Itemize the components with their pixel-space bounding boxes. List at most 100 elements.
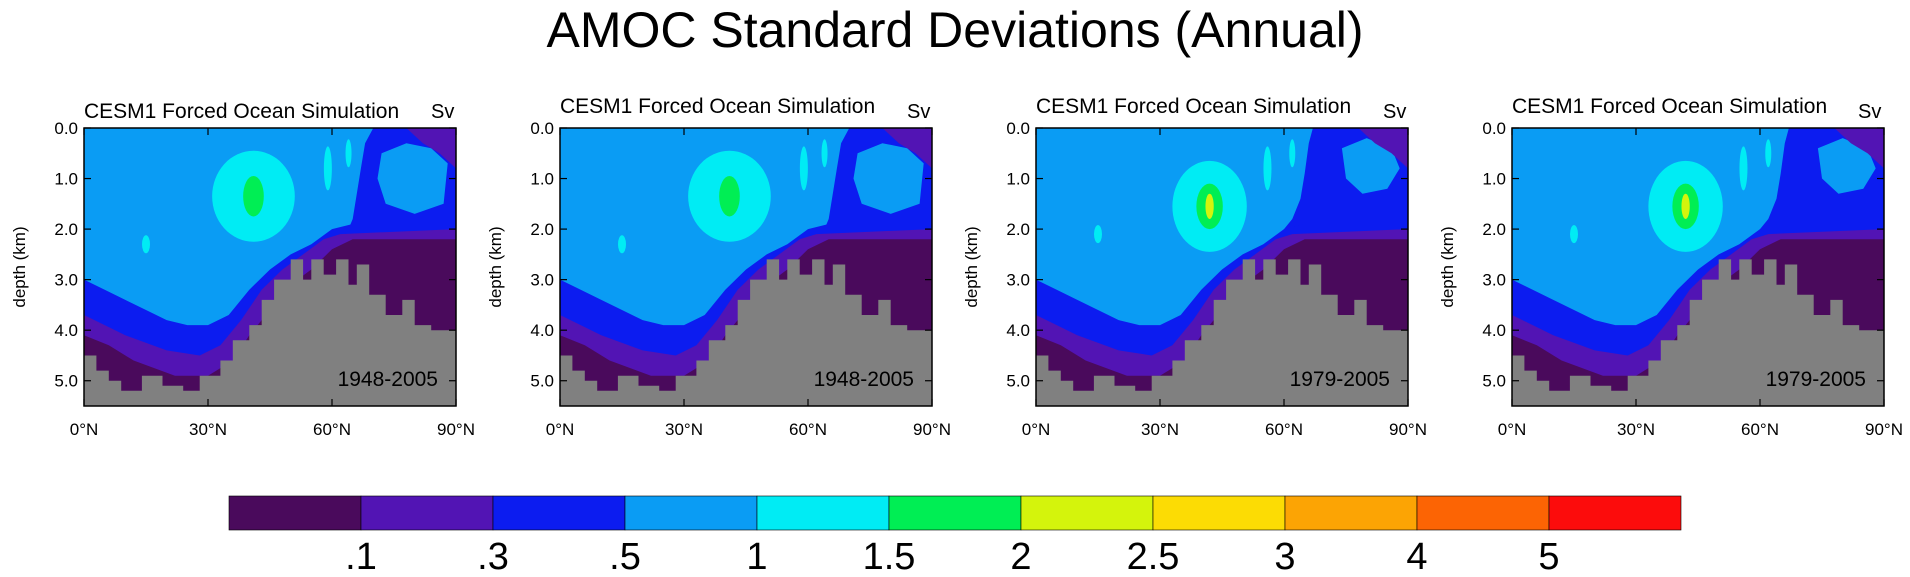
plot-frame xyxy=(83,127,457,407)
colorbar-swatch xyxy=(360,495,494,531)
panel-1-title: CESM1 Forced Ocean Simulation xyxy=(84,100,400,123)
colorbar-label: 4 xyxy=(1406,536,1427,577)
colorbar-label: 2.5 xyxy=(1127,536,1180,577)
std-contour-2 xyxy=(243,176,264,217)
panel-2-unit: Sv xyxy=(907,101,931,123)
y-tick-label: 2.0 xyxy=(530,220,554,239)
std-patch-north xyxy=(853,143,924,214)
std-contour-2 xyxy=(719,176,740,217)
std-contour-2-5 xyxy=(1681,193,1690,219)
std-band-surface-north xyxy=(882,128,932,169)
std-contour-2-5 xyxy=(1205,193,1214,219)
x-tick-label: 30°N xyxy=(1141,420,1179,439)
y-tick-label: 5.0 xyxy=(54,372,78,391)
x-tick-label: 60°N xyxy=(789,420,827,439)
y-tick-label: 4.0 xyxy=(54,321,78,340)
std-lobe-west xyxy=(1094,225,1102,244)
panel-4: 0.0 1.0 2.0 3.0 4.0 5.0 0°N 30°N 60°N 90°N depth (… xyxy=(1438,119,1903,439)
std-lobe-east-2 xyxy=(821,139,828,168)
y-tick-label: 2.0 xyxy=(54,220,78,239)
y-tick-label: 4.0 xyxy=(530,321,554,340)
y-tick-label: 5.0 xyxy=(530,372,554,391)
y-tick-label: 0.0 xyxy=(1006,119,1030,138)
x-tick-label: 90°N xyxy=(913,420,951,439)
plot-frame xyxy=(1511,127,1885,407)
colorbar-label: 1.5 xyxy=(863,536,916,577)
colorbar-swatch xyxy=(624,495,758,531)
bathymetry-land xyxy=(1036,259,1408,406)
std-core xyxy=(1648,160,1723,252)
std-lobe-east xyxy=(799,146,808,191)
plot-frame xyxy=(559,127,933,407)
y-tick-label: 0.0 xyxy=(1482,119,1506,138)
y-tick-label: 0.0 xyxy=(54,119,78,138)
colorbar-swatch xyxy=(1152,495,1286,531)
std-band-surface-north xyxy=(406,128,456,169)
panel-3-title: CESM1 Forced Ocean Simulation xyxy=(1036,95,1352,118)
y-tick-label: 5.0 xyxy=(1006,372,1030,391)
period-label: 1979-2005 xyxy=(1766,368,1866,391)
y-tick-label: 0.0 xyxy=(530,119,554,138)
period-label: 1979-2005 xyxy=(1290,368,1390,391)
y-tick-label: 1.0 xyxy=(1482,170,1506,189)
std-patch-north xyxy=(1817,138,1876,194)
figure-title: AMOC Standard Deviations (Annual) xyxy=(546,2,1364,58)
std-core xyxy=(212,150,295,242)
colorbar: .1 .3 .5 1 1.5 2 2.5 3 4 5 xyxy=(228,495,1682,577)
colorbar-label: 1 xyxy=(746,536,767,577)
y-tick-label: 3.0 xyxy=(530,271,554,290)
std-lobe-west xyxy=(618,235,626,254)
std-band-surface-north xyxy=(1358,128,1408,169)
std-lobe-west xyxy=(1570,225,1578,244)
x-tick-label: 30°N xyxy=(189,420,227,439)
y-tick-label: 1.0 xyxy=(54,170,78,189)
colorbar-swatch xyxy=(1020,495,1154,531)
y-tick-label: 3.0 xyxy=(1006,271,1030,290)
bathymetry-land xyxy=(1512,259,1884,406)
std-lobe-east xyxy=(1739,146,1748,191)
colorbar-label: 2 xyxy=(1010,536,1031,577)
colorbar-swatch xyxy=(228,495,362,531)
colorbar-swatch xyxy=(756,495,890,531)
colorbar-swatch xyxy=(1548,495,1682,531)
y-tick-label: 4.0 xyxy=(1482,321,1506,340)
y-axis-label: depth (km) xyxy=(962,226,981,307)
x-tick-label: 0°N xyxy=(1498,420,1527,439)
colorbar-swatch xyxy=(492,495,626,531)
std-core xyxy=(688,150,771,242)
std-lobe-east xyxy=(1263,146,1272,191)
panel-3: 0.0 1.0 2.0 3.0 4.0 5.0 0°N 30°N 60°N 90°N depth (… xyxy=(962,119,1427,439)
x-tick-label: 60°N xyxy=(313,420,351,439)
y-tick-label: 1.0 xyxy=(1006,170,1030,189)
bathymetry-land xyxy=(84,259,456,406)
y-axis-label: depth (km) xyxy=(486,226,505,307)
y-tick-label: 2.0 xyxy=(1006,220,1030,239)
period-label: 1948-2005 xyxy=(338,368,438,391)
std-core xyxy=(1172,160,1247,252)
panel-2-title: CESM1 Forced Ocean Simulation xyxy=(560,95,876,118)
std-lobe-east-2 xyxy=(345,139,352,168)
colorbar-swatch xyxy=(1416,495,1550,531)
y-tick-label: 4.0 xyxy=(1006,321,1030,340)
x-tick-label: 90°N xyxy=(437,420,475,439)
std-lobe-east xyxy=(323,146,332,191)
colorbar-label: .5 xyxy=(609,536,641,577)
contour-field-1 xyxy=(84,128,456,406)
std-patch-north xyxy=(1341,138,1400,194)
panels-group: 0.0 1.0 2.0 3.0 4.0 5.0 0°N 30°N 60°N 90°N depth (… xyxy=(10,119,1903,439)
y-tick-label: 3.0 xyxy=(54,271,78,290)
y-tick-label: 3.0 xyxy=(1482,271,1506,290)
panel-1: 0.0 1.0 2.0 3.0 4.0 5.0 0°N 30°N 60°N 90°N depth (… xyxy=(10,119,475,439)
plot-frame xyxy=(1035,127,1409,407)
std-band-surface-north xyxy=(1834,128,1884,169)
colorbar-label: .3 xyxy=(477,536,509,577)
panel-1-unit: Sv xyxy=(431,101,455,123)
y-tick-label: 1.0 xyxy=(530,170,554,189)
std-lobe-west xyxy=(142,235,150,254)
std-patch-north xyxy=(377,143,448,214)
contour-field-3 xyxy=(1036,128,1408,406)
colorbar-swatch xyxy=(888,495,1022,531)
x-tick-label: 60°N xyxy=(1741,420,1779,439)
x-tick-label: 60°N xyxy=(1265,420,1303,439)
